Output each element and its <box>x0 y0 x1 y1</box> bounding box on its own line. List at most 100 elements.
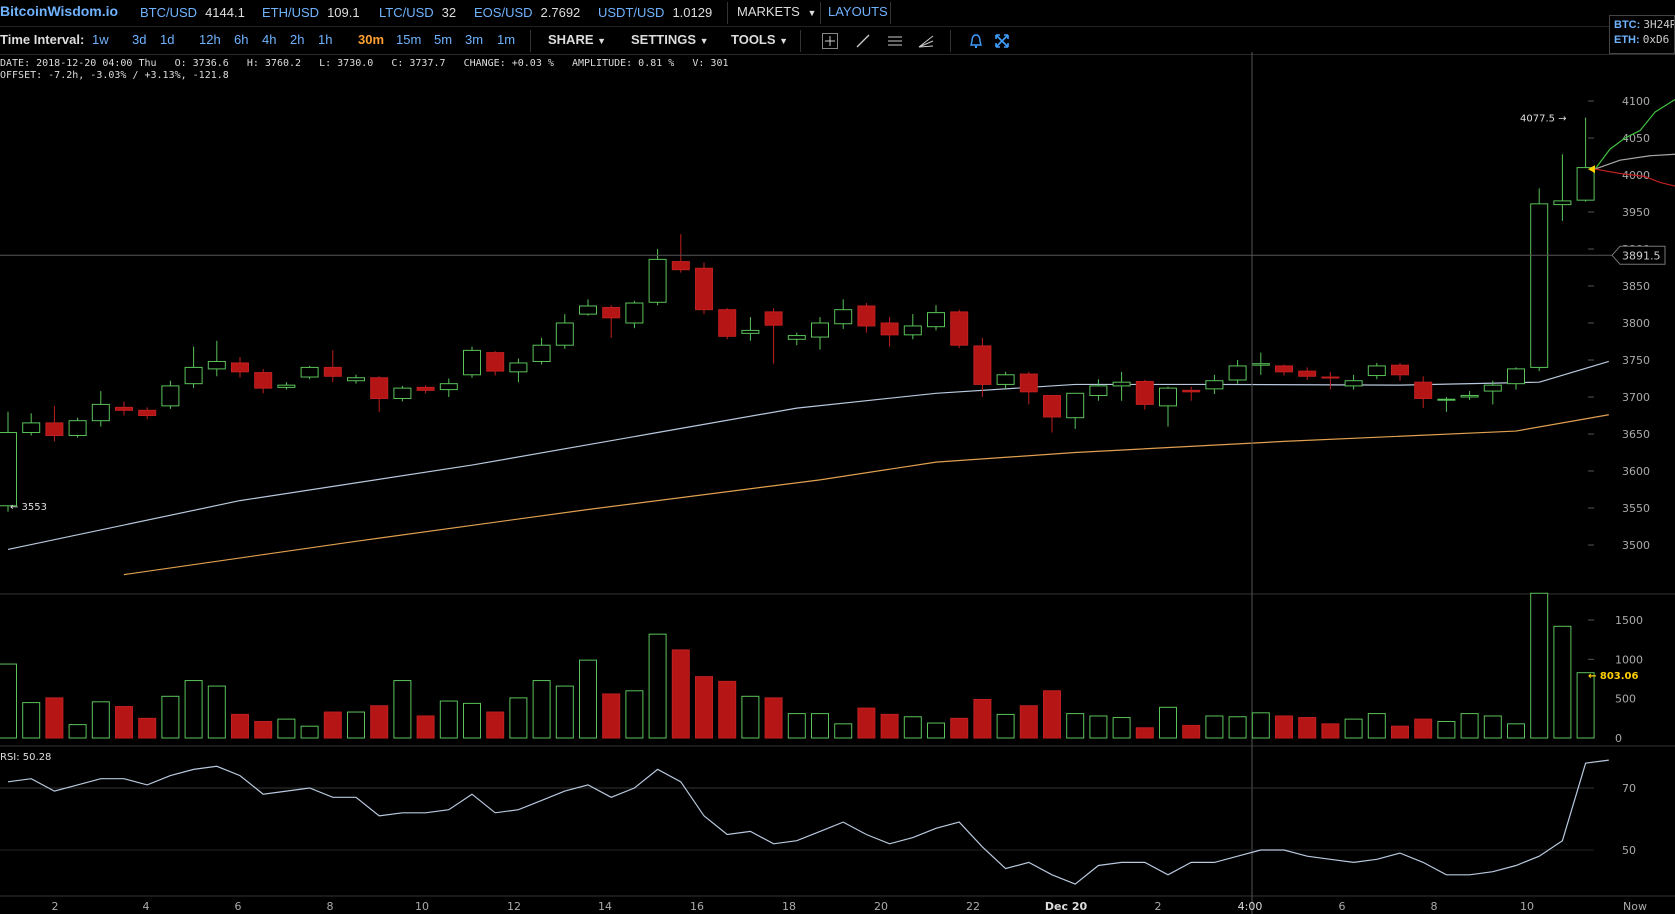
ticker-value: 1.0129 <box>672 5 713 20</box>
volume-bar <box>1112 717 1131 739</box>
interval-1h[interactable]: 1h <box>318 32 333 47</box>
volume-bar <box>1228 716 1247 739</box>
btc-address-value[interactable]: 3H24R <box>1643 18 1674 31</box>
x-axis-label: 2 <box>1155 900 1162 913</box>
interval-4h[interactable]: 4h <box>262 32 277 47</box>
candle-body <box>764 311 783 326</box>
crosshair-price-label: 3891.5 <box>1622 249 1661 262</box>
interval-12h[interactable]: 12h <box>199 32 221 47</box>
volume-bar <box>532 680 551 739</box>
chevron-down-icon: ▼ <box>779 36 789 46</box>
candle-body <box>1391 364 1409 376</box>
bid-depth-line <box>1594 168 1675 187</box>
interval-30m[interactable]: 30m <box>358 32 385 47</box>
candle-body <box>1112 381 1131 387</box>
x-axis-label: 8 <box>327 900 334 913</box>
volume-bar <box>1135 727 1154 739</box>
settings-label: SETTINGS <box>631 32 697 47</box>
brand-logo[interactable]: BitcoinWisdom.io <box>0 3 119 19</box>
x-axis-label: 8 <box>1431 900 1438 913</box>
current-price-arrow <box>1588 165 1595 174</box>
candle-body <box>1367 365 1386 377</box>
price-axis-label: 3750 <box>1622 354 1650 367</box>
candle-body <box>1553 200 1572 206</box>
volume-bar <box>115 706 133 739</box>
layouts-link[interactable]: LAYOUTS <box>828 4 888 19</box>
x-axis-label: 6 <box>1339 900 1346 913</box>
crosshair-tool-icon[interactable] <box>822 33 838 49</box>
interval-15m[interactable]: 15m <box>396 32 422 47</box>
volume-bar <box>1414 718 1433 739</box>
volume-bar <box>347 711 365 739</box>
candle-body <box>91 403 110 422</box>
ticker-value: 2.7692 <box>540 5 581 20</box>
candle-body <box>695 267 713 311</box>
volume-bar <box>1205 715 1224 739</box>
volume-last-label: ← 803.06 <box>1588 671 1638 682</box>
volume-bar <box>973 698 992 739</box>
candle-body <box>1483 384 1502 392</box>
interval-2h[interactable]: 2h <box>290 32 305 47</box>
interval-1m[interactable]: 1m <box>497 32 516 47</box>
candle-body <box>323 366 342 377</box>
mid-depth-line <box>1594 153 1675 170</box>
interval-5m[interactable]: 5m <box>434 32 453 47</box>
chevron-down-icon: ▼ <box>597 36 607 46</box>
candle-body <box>880 322 899 336</box>
candle-body <box>671 261 690 271</box>
volume-bar <box>1066 713 1085 739</box>
low-price-label: ← 3553 <box>10 502 47 513</box>
price-axis-label: 3850 <box>1622 280 1650 293</box>
fib-fan-icon[interactable] <box>918 33 934 49</box>
candle-body <box>1460 395 1479 398</box>
price-chart[interactable]: 4100405040003950390038503800375037003650… <box>0 52 1675 914</box>
volume-axis-label: 1000 <box>1615 653 1643 666</box>
candle-body <box>1530 203 1549 368</box>
ticker-eth[interactable]: ETH/USD 109.1 <box>262 5 360 20</box>
candle-body <box>996 374 1015 385</box>
volume-bar <box>718 680 737 739</box>
fullscreen-icon[interactable] <box>994 33 1010 49</box>
interval-3m[interactable]: 3m <box>465 32 484 47</box>
candle-body <box>625 302 644 324</box>
offset-info-line: OFFSET: -7.2h, -3.03% / +3.13%, -121.8 <box>0 70 229 81</box>
tools-menu[interactable]: TOOLS ▼ <box>731 32 788 47</box>
volume-bar <box>0 663 17 739</box>
horizontal-lines-icon[interactable] <box>887 33 903 49</box>
volume-bar <box>1507 723 1525 739</box>
price-axis-label: 3650 <box>1622 428 1650 441</box>
candle-body <box>1228 365 1247 381</box>
eth-address-value[interactable]: 0xD6 <box>1642 33 1670 46</box>
price-axis-label: 3800 <box>1622 317 1650 330</box>
candle-body <box>648 258 667 303</box>
rsi-line <box>7 759 1609 885</box>
candle-body <box>393 387 412 399</box>
share-menu[interactable]: SHARE ▼ <box>548 32 606 47</box>
chevron-down-icon: ▼ <box>699 36 709 46</box>
ticker-ltc[interactable]: LTC/USD 32 <box>379 5 456 20</box>
settings-menu[interactable]: SETTINGS ▼ <box>631 32 709 47</box>
volume-bar <box>1043 690 1061 739</box>
ticker-symbol: USDT/USD <box>598 5 665 20</box>
volume-bar <box>486 711 505 739</box>
eth-address: ETH: 0xD6 <box>1610 31 1674 46</box>
interval-3d[interactable]: 3d <box>132 32 147 47</box>
markets-menu[interactable]: MARKETS ▼ <box>737 4 816 19</box>
line-tool-icon[interactable] <box>855 33 871 49</box>
candle-body <box>555 322 574 346</box>
volume-bar <box>1275 715 1293 739</box>
interval-1w[interactable]: 1w <box>92 32 109 47</box>
price-axis-label: 3600 <box>1622 465 1650 478</box>
interval-6h[interactable]: 6h <box>234 32 249 47</box>
ticker-btc[interactable]: BTC/USD 4144.1 <box>140 5 245 20</box>
ticker-usdt[interactable]: USDT/USD 1.0129 <box>598 5 712 20</box>
bell-icon[interactable] <box>968 33 984 49</box>
x-axis-label: 18 <box>782 900 796 913</box>
candle-body <box>115 406 133 411</box>
candle-body <box>463 349 481 376</box>
candle-body <box>370 377 389 399</box>
interval-1d[interactable]: 1d <box>160 32 175 47</box>
ticker-eos[interactable]: EOS/USD 2.7692 <box>474 5 580 20</box>
divider <box>530 30 531 52</box>
volume-axis-label: 500 <box>1615 693 1636 706</box>
